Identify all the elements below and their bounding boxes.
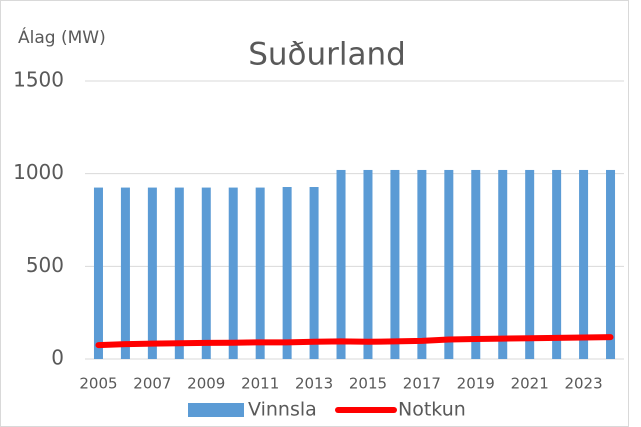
bar <box>552 169 562 359</box>
bar <box>309 187 319 359</box>
bar <box>498 169 508 359</box>
bar <box>444 169 454 359</box>
bar <box>336 169 346 359</box>
bar <box>174 187 184 359</box>
bar <box>93 187 103 359</box>
y-tick-label: 500 <box>26 253 64 277</box>
x-tick-label: 2021 <box>511 375 549 393</box>
bar <box>255 187 265 359</box>
x-tick-label: 2009 <box>187 375 225 393</box>
y-tick-label: 0 <box>51 346 64 370</box>
chart-title: Suðurland <box>248 37 406 73</box>
bar <box>471 169 481 359</box>
bar <box>120 187 130 359</box>
bar <box>201 187 211 359</box>
x-tick-label: 2005 <box>79 375 117 393</box>
bar <box>147 187 157 359</box>
x-tick-label: 2023 <box>564 375 602 393</box>
x-tick-label: 2011 <box>241 375 279 393</box>
legend-label: Notkun <box>398 399 466 421</box>
x-tick-label: 2015 <box>349 375 387 393</box>
legend-swatch <box>188 403 244 417</box>
bar <box>363 169 373 359</box>
bar <box>579 169 589 359</box>
bar <box>390 169 400 359</box>
y-tick-label: 1500 <box>13 68 64 92</box>
bar <box>606 169 616 359</box>
bar <box>228 187 238 359</box>
bar <box>525 169 535 359</box>
y-tick-label: 1000 <box>13 160 64 184</box>
x-tick-label: 2013 <box>295 375 333 393</box>
x-tick-label: 2019 <box>457 375 495 393</box>
bar <box>417 169 427 359</box>
legend-label: Vinnsla <box>248 399 317 421</box>
line <box>95 334 614 349</box>
bar <box>282 187 292 359</box>
y-axis-label: Álag (MW) <box>18 26 106 48</box>
x-tick-label: 2017 <box>403 375 441 393</box>
x-tick-label: 2007 <box>133 375 171 393</box>
